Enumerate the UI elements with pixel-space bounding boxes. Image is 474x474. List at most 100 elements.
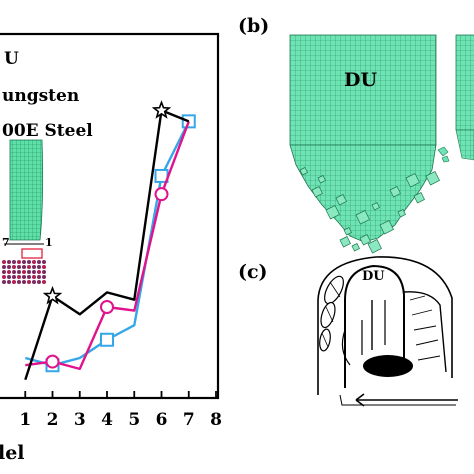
series-point-circle xyxy=(45,354,60,369)
fragment-chunk xyxy=(371,202,380,211)
panel-c-black-core xyxy=(363,355,413,377)
fragment-chunk xyxy=(339,236,351,248)
inset-dot xyxy=(32,275,36,279)
inset-dot xyxy=(2,260,6,264)
inset-dot xyxy=(17,265,21,269)
series-point-square xyxy=(100,332,114,347)
panel-c-du-text: DU xyxy=(362,269,385,284)
inset-dot xyxy=(2,280,6,284)
x-tick-label-5: 5 xyxy=(128,410,140,430)
fragment-chunk xyxy=(325,205,340,220)
fragment-chunk xyxy=(343,227,352,236)
inset-dot xyxy=(37,275,41,279)
panel-b-du-text: DU xyxy=(344,69,377,91)
inset-dot xyxy=(42,265,46,269)
inset-dot xyxy=(22,275,26,279)
panel-b-fragments xyxy=(299,167,440,254)
inset-dot xyxy=(37,270,41,274)
panel-c-outer-dome xyxy=(317,256,453,395)
inset-dot xyxy=(27,265,31,269)
inset-element-grid xyxy=(2,260,46,284)
inset-dot xyxy=(42,280,46,284)
inset-dot xyxy=(22,265,26,269)
fragment-chunk xyxy=(317,175,326,184)
legend-label-steel: 00E Steel xyxy=(2,121,93,141)
x-axis-label: lel xyxy=(0,442,25,464)
inset-dot xyxy=(22,260,26,264)
inset-dot xyxy=(32,270,36,274)
inset-dot xyxy=(27,260,31,264)
inset-dot xyxy=(12,270,16,274)
fragment-chunk xyxy=(351,243,360,252)
fragment-chunk xyxy=(355,210,370,225)
inset-dot xyxy=(17,270,21,274)
inset-dot xyxy=(7,260,11,264)
panel-c-petals xyxy=(319,275,344,352)
fragment-chunk xyxy=(425,171,440,186)
inset-dot xyxy=(22,270,26,274)
inset-dot xyxy=(42,270,46,274)
inset-dot xyxy=(27,275,31,279)
inset-dot xyxy=(22,280,26,284)
fragment-chunk xyxy=(367,239,382,254)
inset-dot xyxy=(32,265,36,269)
x-tick-label-3: 3 xyxy=(74,410,86,430)
x-tick-label-7: 7 xyxy=(183,410,195,430)
inset-dot xyxy=(12,260,16,264)
x-tick-label-2: 2 xyxy=(47,410,59,430)
fragment-chunk xyxy=(359,234,371,246)
fragment-chunk xyxy=(379,220,394,235)
inset-dot xyxy=(42,260,46,264)
inset-dot xyxy=(2,265,6,269)
inset-label-7: 7 xyxy=(2,236,10,249)
fragment-chunk xyxy=(299,167,308,176)
inset-dot xyxy=(27,270,31,274)
inset-dot xyxy=(32,260,36,264)
x-tick-label-8: 8 xyxy=(210,410,222,430)
fragment-chunk xyxy=(335,194,347,206)
x-axis-ticks xyxy=(24,391,217,398)
inset-dot xyxy=(37,265,41,269)
inset-dot xyxy=(2,270,6,274)
series-point-circle xyxy=(100,300,114,314)
inset-dot xyxy=(42,275,46,279)
inset-dot xyxy=(12,275,16,279)
chart-frame xyxy=(0,32,220,400)
inset-dot xyxy=(17,280,21,284)
inset-dot xyxy=(17,275,21,279)
inset-dot xyxy=(17,260,21,264)
series-point-star xyxy=(151,100,172,119)
inset-dot xyxy=(32,280,36,284)
x-tick-label-4: 4 xyxy=(101,410,113,430)
panel-b-label: (b) xyxy=(238,15,269,37)
panel-b-second-penetrator xyxy=(455,34,474,131)
inset-dot xyxy=(37,260,41,264)
inset-dot xyxy=(2,275,6,279)
legend-label-du: U xyxy=(4,49,19,69)
inset-dot xyxy=(37,280,41,284)
inset-dot xyxy=(7,265,11,269)
x-tick-label-1: 1 xyxy=(19,410,31,430)
inset-dot xyxy=(12,265,16,269)
inset-dot xyxy=(7,280,11,284)
inset-dot xyxy=(12,280,16,284)
inset-highlight-box xyxy=(21,248,43,259)
fragment-chunk xyxy=(413,192,425,204)
fragment-chunk xyxy=(397,209,406,218)
fragment-chunk xyxy=(389,186,401,198)
panel-b-fragment-tip xyxy=(289,144,437,243)
legend-label-tungsten: ungsten xyxy=(2,86,79,106)
inset-dot xyxy=(7,275,11,279)
fragment-chunk xyxy=(405,173,420,188)
series-point-star xyxy=(42,285,63,305)
panel-c: (c) DU xyxy=(238,256,458,407)
panel-c-label: (c) xyxy=(238,261,268,283)
x-tick-label-6: 6 xyxy=(156,410,168,430)
inset-label-1: 1 xyxy=(45,236,53,249)
panel-b-penetrator-body xyxy=(289,34,437,146)
series-point-circle xyxy=(154,187,169,202)
